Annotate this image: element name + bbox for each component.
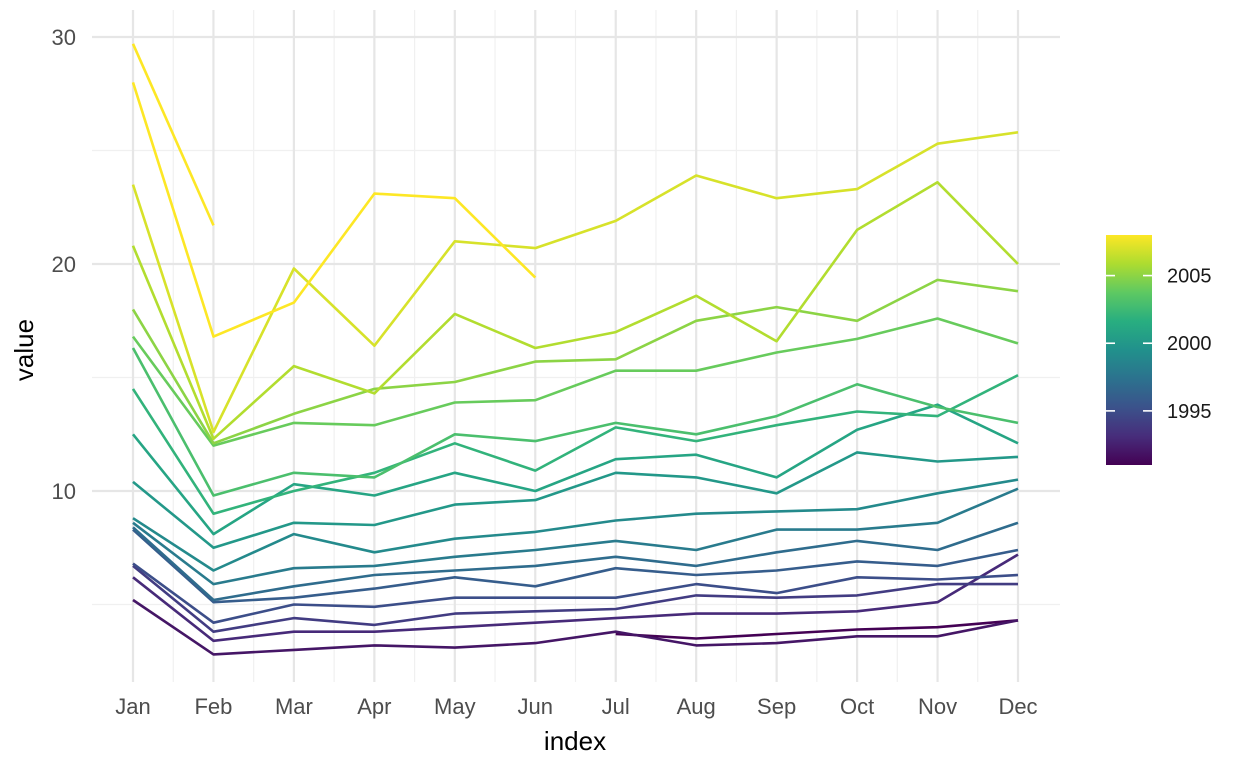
series-line-2007 [131, 131, 1019, 434]
legend-ticks: 1995 2000 2005 [1106, 266, 1212, 423]
series-line-2006 [131, 181, 1019, 441]
y-tick-label: 20 [52, 252, 76, 277]
series-line-1991 [615, 619, 1019, 640]
series-line-2000 [132, 451, 1019, 550]
x-tick-label: May [434, 694, 476, 719]
series-line-2004 [131, 317, 1019, 447]
series-line-2008 [131, 82, 537, 338]
x-tick-label: Mar [275, 694, 313, 719]
series-line-1996 [132, 528, 1019, 604]
series-line-1997 [132, 521, 1019, 602]
x-tick-label: Oct [840, 694, 874, 719]
x-axis-title: index [544, 726, 606, 756]
series-line-1993 [132, 553, 1019, 643]
x-tick-label: Jun [518, 694, 553, 719]
series-line-1992 [132, 598, 1019, 656]
series-line-1998 [132, 487, 1019, 586]
legend-tick-label: 2000 [1167, 333, 1212, 355]
y-axis-title: value [9, 319, 39, 381]
series-line-1999 [132, 478, 1019, 572]
minor-gridlines [92, 10, 1060, 682]
x-tick-label: Feb [194, 694, 232, 719]
legend-tick-label: 2005 [1167, 266, 1212, 288]
series-line-1995 [132, 562, 1019, 624]
x-tick-label: Nov [918, 694, 957, 719]
series-line-2005 [131, 278, 1019, 445]
series-line-1994 [132, 564, 1018, 633]
series-lines [131, 43, 1019, 656]
y-tick-label: 30 [52, 25, 76, 50]
x-tick-label: Aug [677, 694, 716, 719]
x-tick-label: Sep [757, 694, 796, 719]
series-line-2002 [131, 374, 1019, 515]
x-axis-tick-labels: Jan Feb Mar Apr May Jun Jul Aug Sep Oct Nov Dec [115, 694, 1037, 719]
x-tick-label: Jan [115, 694, 150, 719]
series-line-2009 [131, 43, 215, 226]
x-tick-label: Apr [357, 694, 391, 719]
legend-colorbar [1106, 235, 1152, 465]
x-tick-label: Dec [998, 694, 1037, 719]
y-axis-tick-labels: 10 20 30 [52, 25, 76, 504]
color-legend: 1995 2000 2005 [1106, 235, 1212, 465]
series-line-2001 [131, 403, 1019, 536]
x-tick-label: Jul [602, 694, 630, 719]
series-line-2003 [131, 347, 1019, 497]
legend-tick-label: 1995 [1167, 401, 1212, 423]
y-tick-label: 10 [52, 479, 76, 504]
